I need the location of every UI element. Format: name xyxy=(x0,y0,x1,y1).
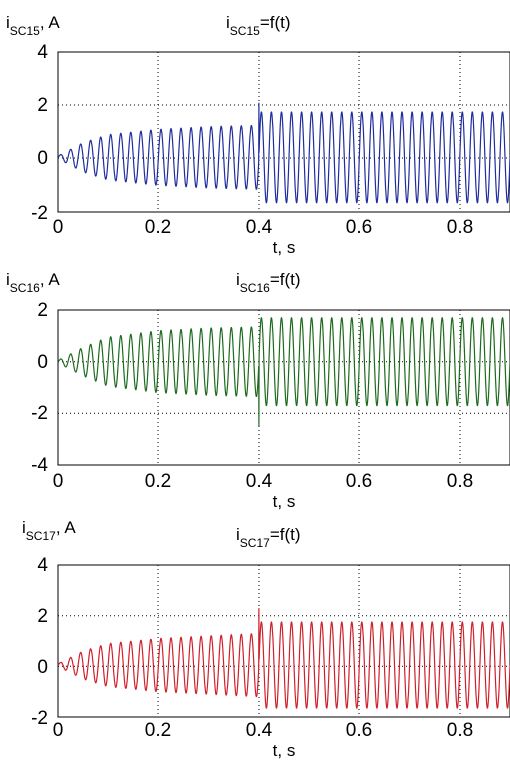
panel-2-ytick-neg2: -2 xyxy=(31,403,48,424)
panel-3-xtick-0.6: 0.6 xyxy=(346,720,372,741)
panel-1-title: iSC15=f(t) xyxy=(226,13,291,38)
panel-3-x-label: t, s xyxy=(273,741,296,760)
panel-1-xtick-0.4: 0.4 xyxy=(246,217,273,238)
panel-1-xtick-0.8: 0.8 xyxy=(447,217,473,238)
panel-1-series-line xyxy=(57,102,510,204)
panel-2-xtick-0.4: 0.4 xyxy=(246,471,273,492)
panel-1-xtick-0: 0 xyxy=(53,217,64,238)
panel-3-axes-box xyxy=(57,564,510,718)
panel-3-series-line xyxy=(57,608,510,709)
panel-2: iSC16, A iSC16=f(t) 2 0 -2 -4 0 0.2 0.4 … xyxy=(6,270,510,511)
panel-2-ytick-2: 2 xyxy=(37,300,48,321)
panel-2-xtick-0.2: 0.2 xyxy=(145,471,171,492)
panel-1-xtick-0.2: 0.2 xyxy=(145,217,171,238)
panel-1-xtick-0.6: 0.6 xyxy=(346,217,372,238)
panel-1: iSC15, A iSC15=f(t) 4 2 0 -2 0 0.2 0.4 0… xyxy=(6,13,510,257)
panel-1-ytick-neg2: -2 xyxy=(31,203,48,224)
panel-2-title: iSC16=f(t) xyxy=(236,270,301,295)
panel-2-y-label: iSC16, A xyxy=(6,270,60,295)
panel-3-ytick-0: 0 xyxy=(37,657,48,678)
panel-3-xtick-0.2: 0.2 xyxy=(145,720,171,741)
panel-1-ytick-0: 0 xyxy=(37,148,48,169)
panel-2-xtick-0.6: 0.6 xyxy=(346,471,372,492)
panel-3-ytick-2: 2 xyxy=(37,606,48,627)
panel-3-xtick-0.4: 0.4 xyxy=(246,720,273,741)
panel-3-xtick-0.8: 0.8 xyxy=(447,720,473,741)
panel-2-series-line xyxy=(57,317,510,427)
panel-2-x-label: t, s xyxy=(273,492,296,511)
panel-3-xtick-0: 0 xyxy=(53,720,64,741)
panel-2-ytick-0: 0 xyxy=(37,352,48,373)
panel-3: iSC17, A iSC17=f(t) 4 2 0 -2 0 0.2 0.4 0… xyxy=(22,518,510,760)
panel-2-xtick-0.8: 0.8 xyxy=(447,471,473,492)
panel-1-axes-box xyxy=(57,51,510,213)
panel-3-title: iSC17=f(t) xyxy=(236,525,301,550)
panel-1-y-label: iSC15, A xyxy=(6,13,60,38)
panel-1-x-label: t, s xyxy=(273,238,296,257)
panel-2-xtick-0: 0 xyxy=(53,471,64,492)
panel-2-axes-box xyxy=(57,309,510,466)
panel-3-y-label: iSC17, A xyxy=(22,518,76,543)
panel-1-ytick-4: 4 xyxy=(37,42,48,63)
panel-3-ytick-4: 4 xyxy=(37,555,48,576)
panel-2-ytick-neg4: -4 xyxy=(31,455,48,476)
panel-3-ytick-neg2: -2 xyxy=(31,708,48,729)
panel-1-ytick-2: 2 xyxy=(37,95,48,116)
